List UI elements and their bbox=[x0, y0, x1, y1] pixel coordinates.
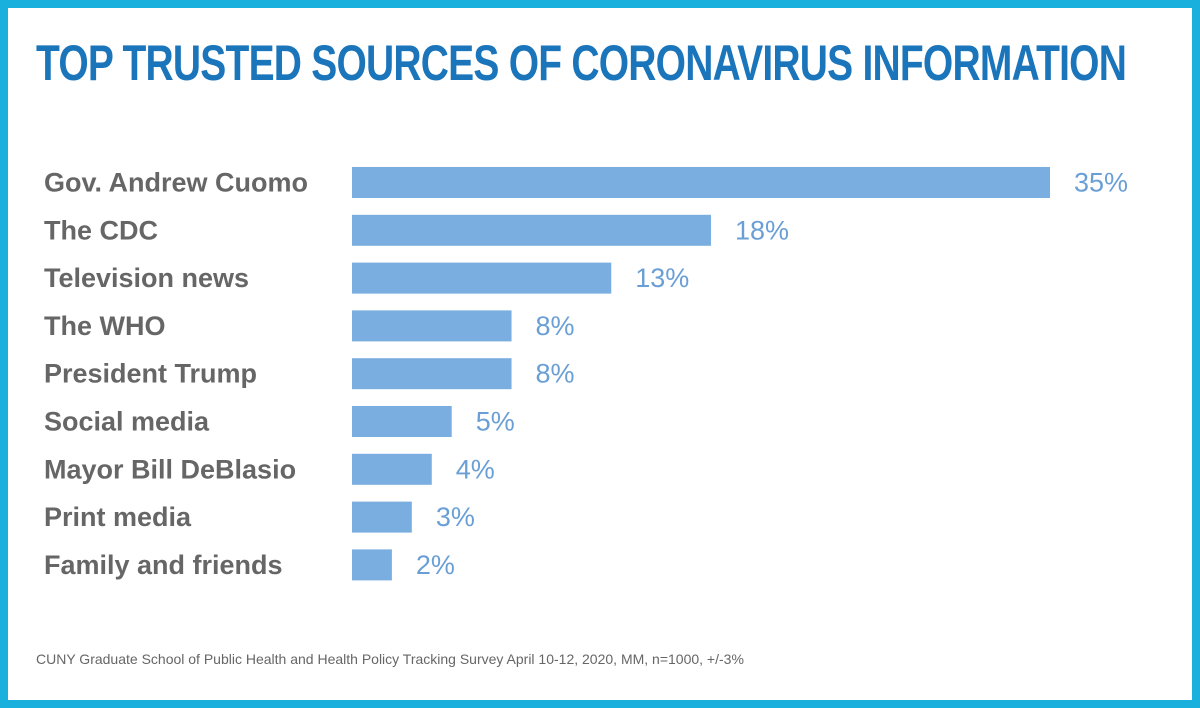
value-label: 2% bbox=[416, 550, 455, 580]
bar bbox=[352, 501, 412, 533]
value-label: 4% bbox=[456, 454, 495, 484]
category-label: Television news bbox=[44, 263, 249, 293]
bar bbox=[352, 453, 432, 485]
category-label: Mayor Bill DeBlasio bbox=[44, 454, 296, 484]
bar bbox=[352, 262, 612, 294]
value-label: 3% bbox=[436, 502, 475, 532]
source-note: CUNY Graduate School of Public Health an… bbox=[36, 651, 744, 667]
category-label: The CDC bbox=[44, 215, 158, 245]
category-label: The WHO bbox=[44, 311, 166, 341]
bar bbox=[352, 358, 512, 390]
value-label: 5% bbox=[476, 407, 515, 437]
bar bbox=[352, 167, 1050, 198]
value-label: 8% bbox=[536, 359, 575, 389]
chart-title: TOP TRUSTED SOURCES OF CORONAVIRUS INFOR… bbox=[36, 35, 1127, 91]
value-label: 18% bbox=[735, 215, 789, 245]
category-label: Gov. Andrew Cuomo bbox=[44, 168, 308, 198]
bar bbox=[352, 310, 512, 342]
value-label: 8% bbox=[536, 311, 575, 341]
value-label: 13% bbox=[635, 263, 689, 293]
value-label: 35% bbox=[1074, 168, 1128, 198]
category-label: Family and friends bbox=[44, 550, 283, 580]
category-label: Print media bbox=[44, 502, 192, 532]
bar bbox=[352, 549, 392, 581]
bar bbox=[352, 214, 711, 246]
category-label: Social media bbox=[44, 407, 210, 437]
bar bbox=[352, 406, 452, 437]
category-label: President Trump bbox=[44, 359, 257, 389]
